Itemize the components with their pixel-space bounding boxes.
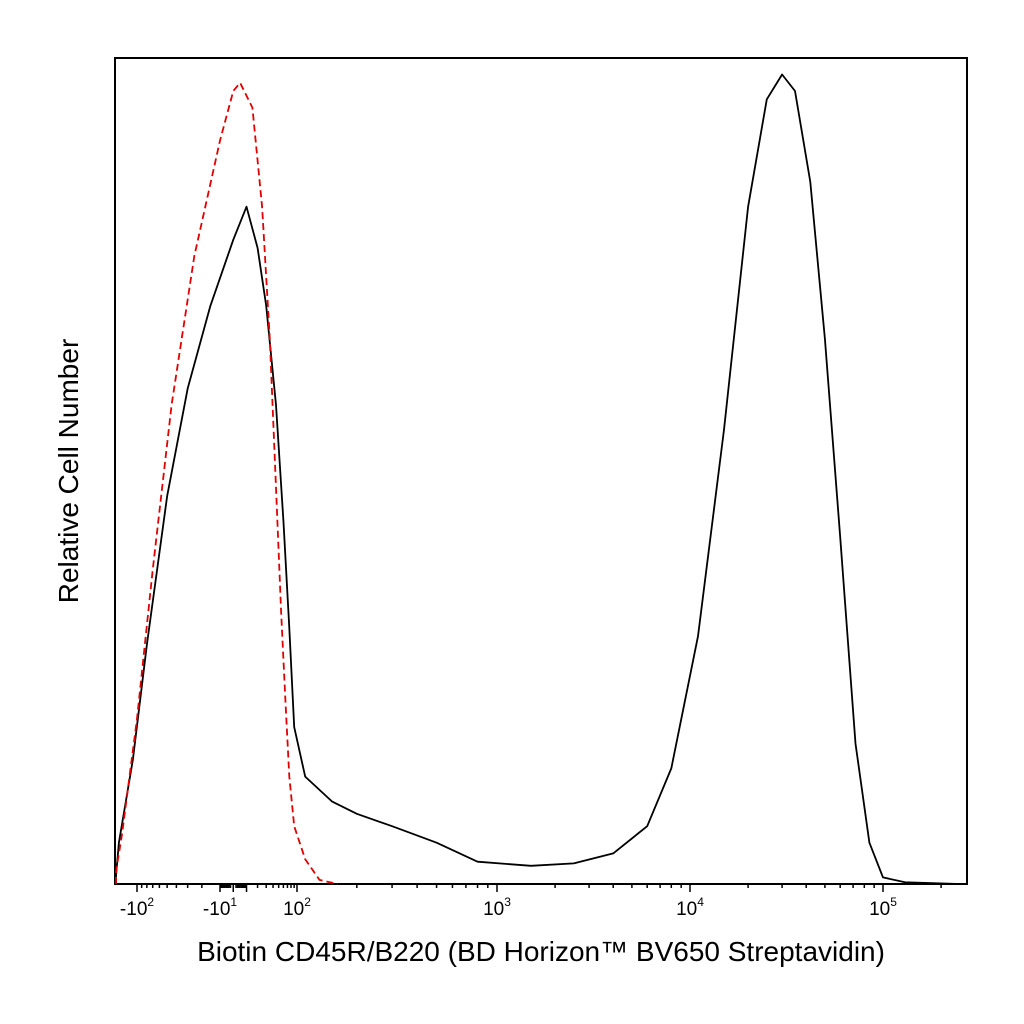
x-tick-label: -101 [203, 895, 237, 920]
series-black-solid [115, 73, 960, 885]
plot-frame [114, 57, 968, 885]
x-tick-label: 103 [483, 895, 511, 920]
y-axis-title: Relative Cell Number [53, 339, 84, 604]
series-layer [115, 73, 960, 885]
x-tick-label: 104 [676, 895, 704, 920]
x-tick-labels: -102 -101 102 103 104 105 [120, 895, 897, 920]
x-tick-label: 102 [283, 895, 311, 920]
x-tick-label: -102 [120, 895, 154, 920]
x-ticks [136, 884, 942, 892]
series-red-dashed [115, 81, 338, 885]
x-tick-label: 105 [869, 895, 897, 920]
x-axis-title: Biotin CD45R/B220 (BD Horizon™ BV650 Str… [197, 936, 885, 967]
